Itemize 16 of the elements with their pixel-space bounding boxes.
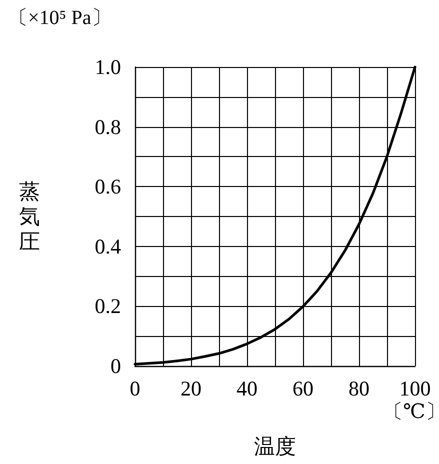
x-axis-title: 温度 xyxy=(254,434,296,458)
x-tick-label: 0 xyxy=(130,376,140,400)
y-tick-label: 1.0 xyxy=(94,55,121,79)
y-tick-label: 0.4 xyxy=(94,234,122,258)
text: 〔℃〕 xyxy=(383,401,439,423)
y-tick-label: 0 xyxy=(110,354,121,378)
y-tick-label: 0.6 xyxy=(94,174,121,199)
y-axis-title: 蒸気圧 xyxy=(19,180,40,254)
x-tick-label: 80 xyxy=(348,376,370,400)
y-tick-label: 0.2 xyxy=(94,294,121,318)
text: 〔×10⁵ Pa〕 xyxy=(8,7,112,29)
x-tick-label: 20 xyxy=(180,376,202,400)
x-tick-label: 60 xyxy=(292,376,314,400)
y-tick-label: 0.8 xyxy=(94,114,121,139)
x-tick-label: 40 xyxy=(236,376,258,400)
x-tick-label: 100 xyxy=(399,376,431,400)
